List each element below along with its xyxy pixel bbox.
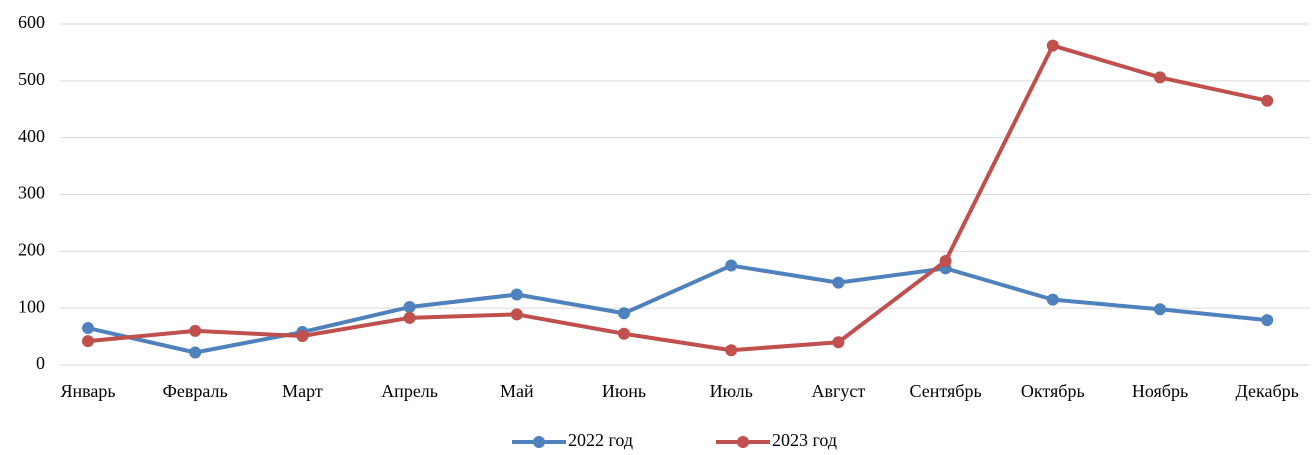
data-point — [1046, 39, 1059, 52]
data-point — [832, 276, 845, 289]
data-point — [510, 308, 523, 321]
x-tick-label: Сентябрь — [910, 381, 982, 401]
x-tick-label: Август — [812, 381, 866, 401]
y-tick-label: 400 — [18, 126, 45, 146]
data-point — [939, 254, 952, 267]
legend-label: 2022 год — [568, 430, 633, 450]
data-point — [1261, 314, 1274, 327]
x-tick-label: Октябрь — [1021, 381, 1085, 401]
x-tick-label: Март — [282, 381, 323, 401]
legend-marker — [737, 436, 749, 448]
data-point — [1154, 303, 1166, 316]
y-tick-label: 500 — [18, 69, 45, 89]
x-tick-label: Январь — [60, 381, 115, 401]
y-tick-label: 200 — [18, 239, 45, 259]
data-point — [1154, 71, 1166, 84]
data-point — [1046, 293, 1059, 306]
x-tick-label: Май — [500, 381, 534, 401]
y-tick-label: 100 — [18, 296, 45, 316]
data-point — [403, 311, 416, 324]
data-point — [403, 301, 416, 314]
data-point — [832, 336, 845, 349]
x-tick-label: Декабрь — [1236, 381, 1299, 401]
y-tick-label: 0 — [36, 353, 45, 373]
x-tick-label: Ноябрь — [1132, 381, 1188, 401]
series-line — [87, 263, 1268, 355]
legend-label: 2023 год — [772, 430, 837, 450]
x-tick-label: Июнь — [602, 381, 646, 401]
legend-marker — [533, 436, 545, 448]
data-point — [725, 259, 738, 272]
data-point — [725, 344, 738, 357]
x-tick-label: Июль — [710, 381, 753, 401]
y-tick-label: 300 — [18, 183, 45, 203]
data-point — [189, 346, 202, 359]
data-point — [1261, 94, 1274, 107]
data-point — [510, 288, 523, 301]
x-tick-label: Февраль — [163, 381, 228, 401]
x-tick-label: Апрель — [381, 381, 438, 401]
series-line — [87, 43, 1268, 353]
data-point — [296, 330, 309, 343]
data-point — [189, 324, 202, 337]
y-tick-label: 600 — [18, 12, 45, 32]
data-point — [618, 327, 630, 340]
data-point — [618, 307, 630, 320]
data-point — [82, 335, 94, 348]
data-point — [82, 322, 94, 335]
